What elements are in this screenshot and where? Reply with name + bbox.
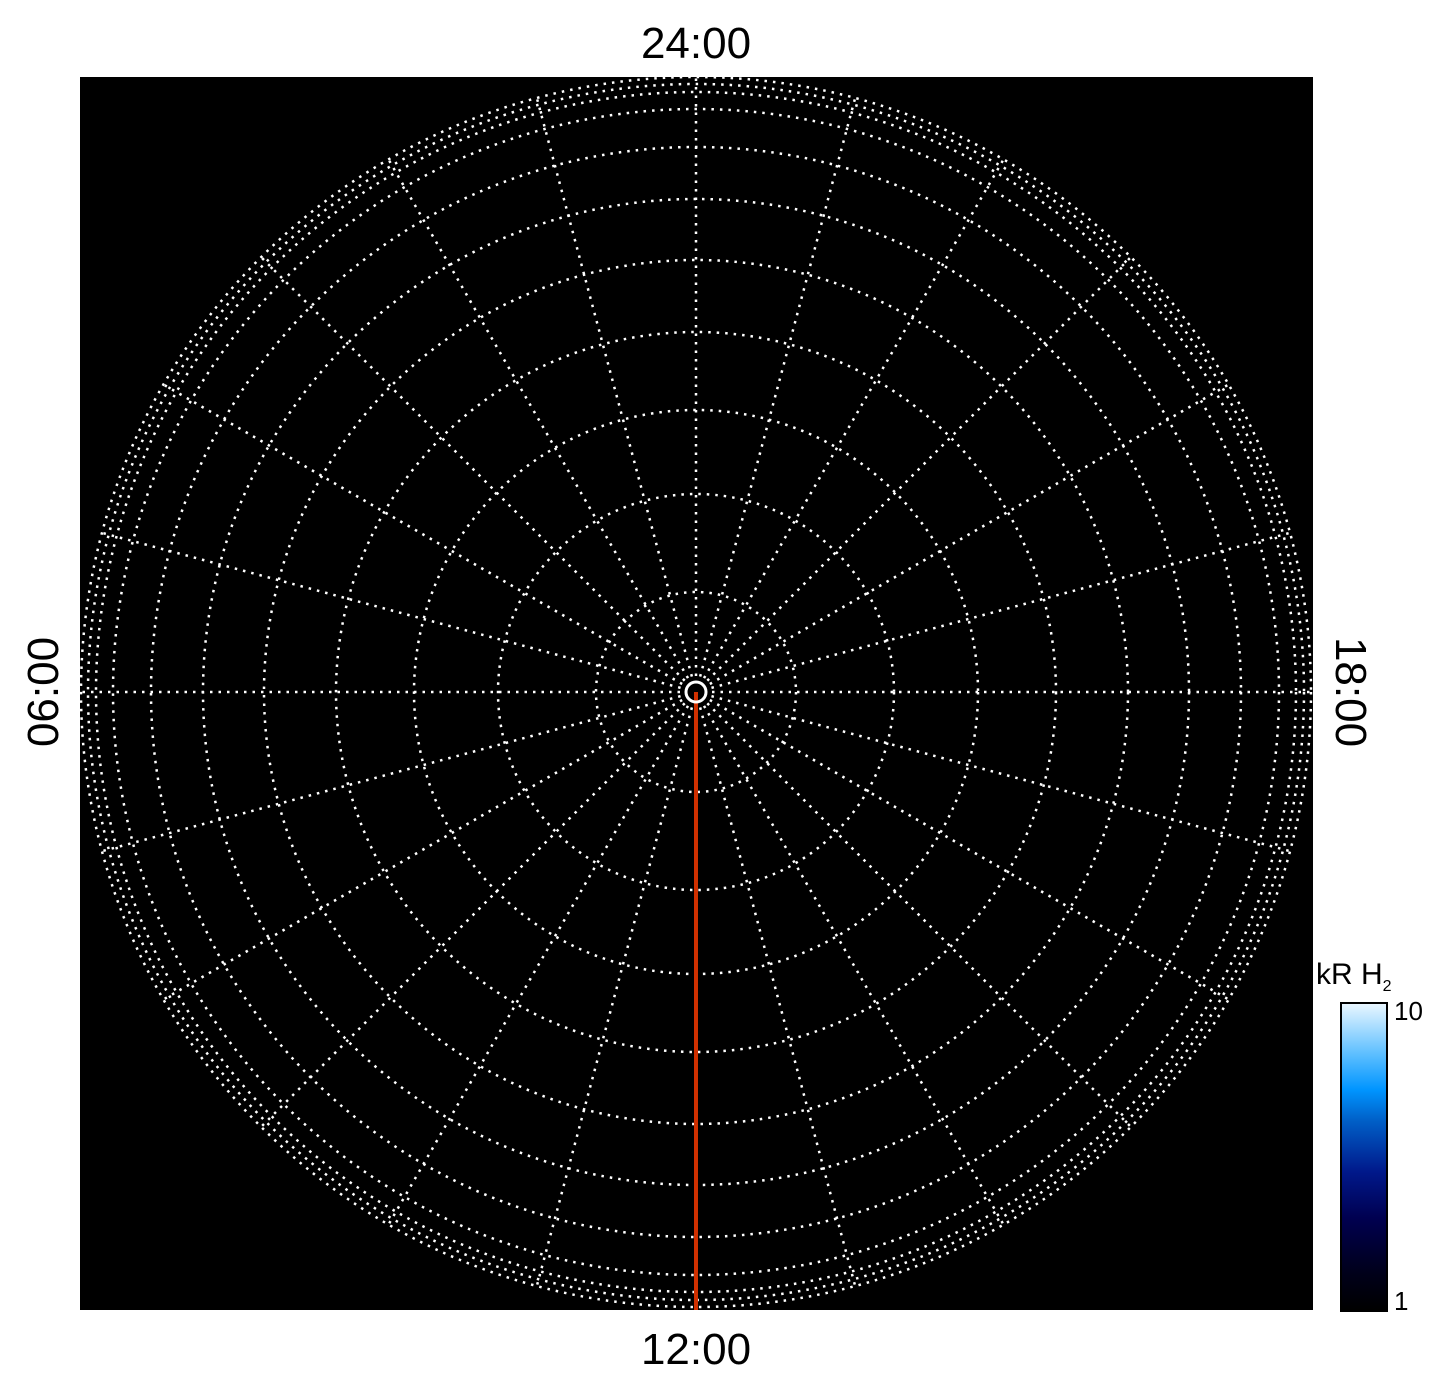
label-24h: 24:00 <box>640 19 752 68</box>
latitude-circle <box>111 107 1281 1277</box>
meridian-line <box>387 158 690 679</box>
latitude-circle <box>79 75 1313 1309</box>
meridian-line <box>709 698 1230 1001</box>
pole-marker <box>684 680 708 704</box>
meridian-line <box>162 383 683 686</box>
meridian-line <box>162 698 683 1001</box>
label-12h: 12:00 <box>640 1325 752 1374</box>
latitude-circle <box>496 492 896 892</box>
colorbar-title: kR H2 <box>1316 958 1392 996</box>
meridian-line <box>702 705 1005 1226</box>
label-18h: 18:00 <box>1326 636 1375 748</box>
latitude-circle <box>262 258 1130 1126</box>
meridian-line <box>702 158 1005 679</box>
meridian-line <box>711 694 1291 853</box>
latitude-circle <box>94 90 1298 1294</box>
meridian-line <box>706 256 1132 682</box>
latitude-circle <box>334 330 1058 1054</box>
meridian-line <box>101 531 681 690</box>
latitude-circle <box>86 82 1306 1302</box>
meridian-line <box>387 705 690 1226</box>
meridian-line <box>706 702 1132 1128</box>
colorbar-max-label: 10 <box>1394 996 1423 1026</box>
meridian-line <box>711 531 1291 690</box>
meridian-line <box>698 97 857 677</box>
meridian-line <box>260 702 686 1128</box>
meridian-line <box>698 707 857 1287</box>
meridian-line <box>535 97 694 677</box>
colorbar <box>1340 1002 1388 1312</box>
label-06h: 06:00 <box>19 636 68 748</box>
meridian-line <box>709 383 1230 686</box>
colorbar-unit: kR H <box>1316 958 1383 991</box>
meridian-line <box>101 694 681 853</box>
latitude-circle <box>594 590 798 794</box>
meridian-line <box>260 256 686 682</box>
meridian-line <box>535 707 694 1287</box>
colorbar-min-label: 1 <box>1394 1286 1409 1316</box>
colorbar-subscript: 2 <box>1382 978 1392 995</box>
